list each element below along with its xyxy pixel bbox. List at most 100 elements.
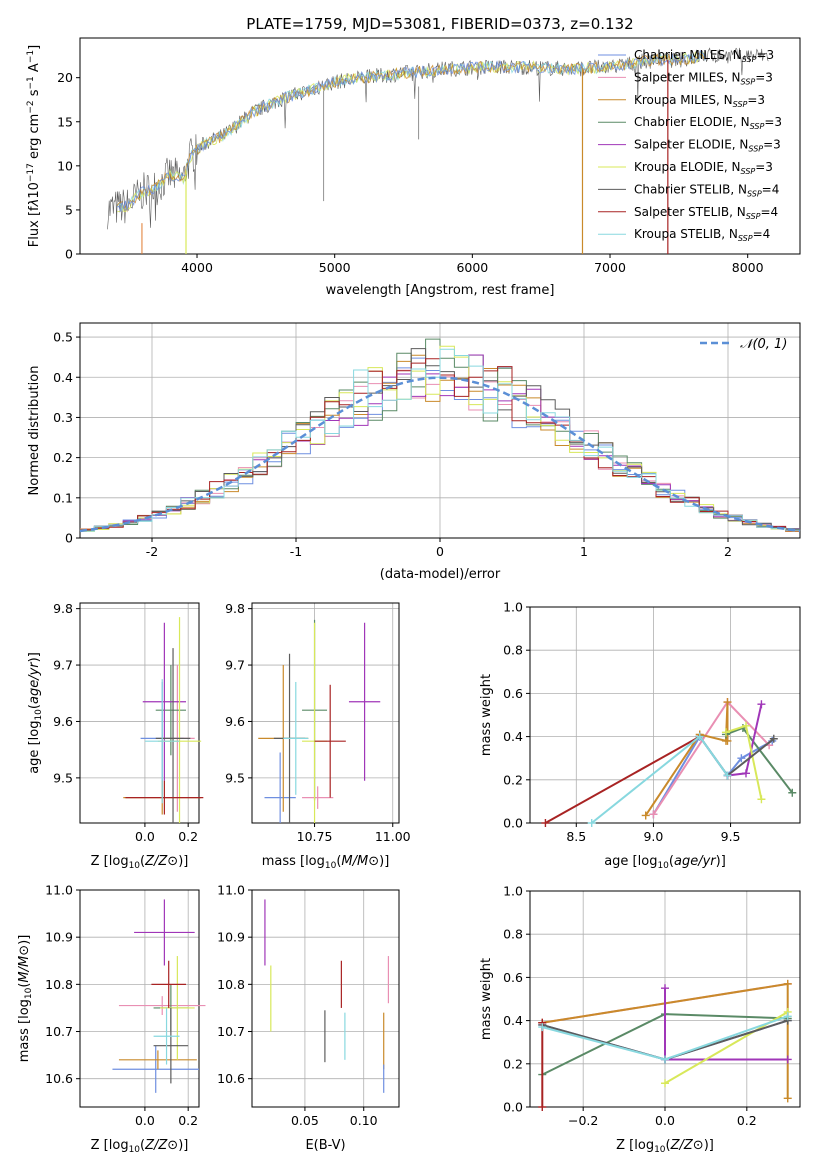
legend-label: Salpeter ELODIE, NSSP=3 xyxy=(634,138,781,154)
x-tick-label: 0.0 xyxy=(655,1113,675,1128)
weight-marker xyxy=(783,1055,792,1064)
weight-line xyxy=(727,703,763,777)
weight-marker xyxy=(723,698,732,707)
x-tick-label: 11.00 xyxy=(375,829,411,844)
y-axis-label: mass weight xyxy=(479,958,494,1040)
x-tick-label: 8.5 xyxy=(566,829,586,844)
weight-marker xyxy=(723,736,732,745)
x-tick-label: 0.10 xyxy=(350,1113,378,1128)
axis-label: mass [log10(M/M⊙)] xyxy=(17,935,34,1063)
legend-label: 𝒩(0, 1) xyxy=(740,337,787,352)
normal-curve xyxy=(79,376,801,533)
weight-marker xyxy=(661,1055,669,1064)
figure-title: PLATE=1759, MJD=53081, FIBERID=0373, z=0… xyxy=(246,15,633,33)
x-tick-label: 0 xyxy=(436,544,444,559)
axis-label: mass [log10(M/M⊙)] xyxy=(262,854,390,871)
x-tick-label: 0.2 xyxy=(178,829,198,844)
y-axis-label: Flux [fλ10−17 erg cm−2 s−1 A−1] xyxy=(26,45,42,247)
legend-label: Salpeter STELIB, NSSP=4 xyxy=(634,205,778,221)
z-age-axes: 0.0 0.2 9.5 9.6 9.7 9.8 Z [log10(Z/Z⊙)] age [lo… xyxy=(27,601,204,871)
x-tick-label: 8000 xyxy=(732,260,764,275)
y-tick-label: 5 xyxy=(65,202,73,217)
weight-marker xyxy=(649,810,658,819)
weight-marker xyxy=(587,819,596,827)
legend-label: Kroupa MILES, NSSP=3 xyxy=(634,93,765,109)
weight-line xyxy=(698,736,775,777)
y-tick-label: 10.9 xyxy=(45,930,73,945)
axis-label: age [log10(age/yr)] xyxy=(604,854,726,871)
weight-marker xyxy=(742,769,750,778)
y-tick-label: 0.4 xyxy=(503,1013,523,1028)
weight-marker xyxy=(788,788,797,797)
y-tick-label: 0.6 xyxy=(503,686,523,701)
spectrum-axes: 4000 5000 6000 7000 8000 0 5 10 15 20 Chabrier MIL… xyxy=(26,37,801,298)
legend-label: Chabrier MILES, NSSP=3 xyxy=(634,48,774,64)
x-tick-label: −0.2 xyxy=(568,1113,598,1128)
y-tick-label: 1.0 xyxy=(503,600,523,615)
y-tick-label: 0 xyxy=(65,531,73,546)
y-tick-label: 10.7 xyxy=(45,1024,73,1039)
weight-line xyxy=(725,726,794,794)
x-tick-label: 0.0 xyxy=(135,1113,155,1128)
legend-label: Kroupa ELODIE, NSSP=3 xyxy=(634,160,773,176)
y-tick-label: 0.4 xyxy=(53,370,73,385)
y-tick-label: 0.3 xyxy=(53,410,73,425)
weight-line xyxy=(652,700,770,815)
weight-marker xyxy=(538,1023,547,1032)
x-tick-label: 1 xyxy=(580,544,588,559)
weight-marker xyxy=(661,984,669,993)
x-tick-label: -1 xyxy=(290,544,302,559)
x-tick-label: 0.0 xyxy=(135,829,155,844)
legend-label: Kroupa STELIB, NSSP=4 xyxy=(634,227,770,243)
residuals-axes: -2 -1 0 1 2 0 0.1 0.2 0.3 0.4 0.5 𝒩(0, 1) (data-mode… xyxy=(27,322,801,582)
axis-label: Z [log10(Z/Z⊙)] xyxy=(616,1138,714,1155)
y-axis-label: Normed distribution xyxy=(27,366,42,496)
axis-label: age [log10(age/yr)] xyxy=(27,652,44,774)
y-tick-label: 10.7 xyxy=(217,1024,245,1039)
y-tick-label: 0.2 xyxy=(503,1056,523,1071)
y-tick-label: 0 xyxy=(65,247,73,262)
y-tick-label: 9.7 xyxy=(53,658,73,673)
x-tick-label: 5000 xyxy=(319,260,351,275)
z-mass-axes: 0.0 0.2 10.6 10.7 10.8 10.9 11.0 Z [log10(Z/Z⊙)… xyxy=(17,883,206,1155)
x-tick-label: 6000 xyxy=(456,260,488,275)
weight-marker xyxy=(783,1094,792,1103)
y-tick-label: 10.6 xyxy=(217,1071,245,1086)
weight-line xyxy=(544,735,701,824)
x-tick-label: 2 xyxy=(724,544,732,559)
y-tick-label: 0.1 xyxy=(53,490,73,505)
weight-marker xyxy=(769,734,778,743)
y-tick-label: 9.6 xyxy=(225,714,245,729)
y-tick-label: 9.8 xyxy=(53,601,73,616)
legend-label: Salpeter MILES, NSSP=3 xyxy=(634,70,773,86)
legend-label: Chabrier ELODIE, NSSP=3 xyxy=(634,115,782,131)
x-axis-label: (data-model)/error xyxy=(380,567,501,582)
x-tick-label: -2 xyxy=(146,544,158,559)
z-weight-axes: −0.2 0.0 0.2 0.0 0.2 0.4 0.6 0.8 1.0 Z [log10(Z/Z… xyxy=(479,884,801,1155)
axes-frame xyxy=(529,606,801,824)
weight-marker xyxy=(641,811,650,820)
y-tick-label: 10 xyxy=(57,158,73,173)
x-axis-label: E(B-V) xyxy=(305,1138,345,1153)
y-tick-label: 9.6 xyxy=(53,714,73,729)
y-tick-label: 10.8 xyxy=(217,977,245,992)
axis-label: Z [log10(Z/Z⊙)] xyxy=(91,854,189,871)
weight-line xyxy=(664,988,788,1061)
y-axis-label: mass weight xyxy=(479,674,494,756)
axes-frame xyxy=(251,602,400,824)
weight-marker xyxy=(721,728,730,737)
y-tick-label: 9.7 xyxy=(225,658,245,673)
y-tick-label: 9.8 xyxy=(225,601,245,616)
weight-marker xyxy=(757,700,766,709)
x-tick-label: 0.05 xyxy=(291,1113,319,1128)
weight-marker xyxy=(742,721,750,730)
y-tick-label: 0.6 xyxy=(503,970,523,985)
x-tick-label: 7000 xyxy=(594,260,626,275)
weight-marker xyxy=(538,1103,547,1111)
mass-age-axes: 10.75 11.00 9.5 9.6 9.7 9.8 mass [log10(M/M⊙)] xyxy=(225,601,411,871)
x-axis-label: wavelength [Angstrom, rest frame] xyxy=(326,283,555,298)
y-tick-label: 0.5 xyxy=(53,330,73,345)
y-tick-label: 0.8 xyxy=(503,927,523,942)
y-tick-label: 11.0 xyxy=(217,883,245,898)
y-tick-label: 0.2 xyxy=(53,450,73,465)
